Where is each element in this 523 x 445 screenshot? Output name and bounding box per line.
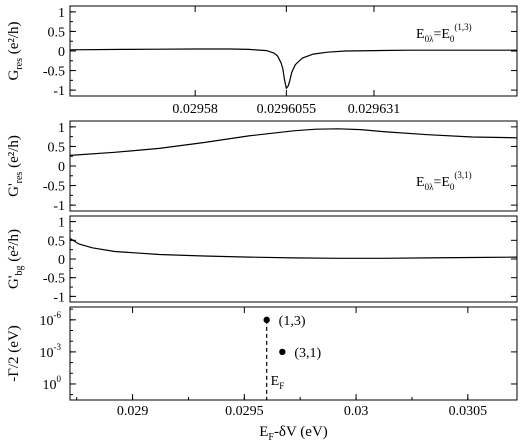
y-tick-label: 0.5 (48, 140, 66, 155)
y-tick-label: 0.5 (48, 25, 66, 40)
y-tick-label: -0.5 (43, 180, 65, 195)
data-point (263, 316, 270, 324)
x-axis-label: EF-δV (eV) (259, 424, 328, 443)
data-point-label: (1,3) (279, 314, 306, 329)
y-axis-label: -Γ/2 (eV) (6, 325, 22, 382)
fermi-level-label: EF (271, 374, 285, 391)
series-line (69, 128, 518, 156)
y-tick-label: 1 (58, 121, 65, 136)
plot-frame-3 (69, 306, 518, 401)
energy-annotation: E0λ=E0(3,1) (416, 170, 472, 192)
y-tick-label: -1 (53, 199, 65, 214)
data-point-label: (3,1) (294, 346, 321, 361)
y-axis-label: Gres (e²/h) (6, 21, 25, 80)
y-tick-label: 10-6 (40, 310, 62, 329)
y-tick-label: 100 (43, 374, 62, 393)
y-tick-label: 10-3 (40, 342, 62, 361)
y-tick-label: 0.5 (48, 234, 66, 249)
x-tick-label: 0.03 (344, 404, 369, 419)
y-tick-label: -0.5 (43, 272, 65, 287)
panel-resonance-width: 10-6 10-3 100 0.029 0.0295 0.03 0.0305 EF (1,3) (… (6, 306, 518, 443)
x-tick-label: 0.02958 (172, 102, 218, 117)
x-tick-label: 0.029 (117, 404, 149, 419)
y-tick-label: 1 (58, 216, 65, 231)
y-tick-label: -0.5 (43, 65, 65, 80)
plot-frame-2 (69, 215, 518, 303)
x-tick-label: 0.0305 (449, 404, 488, 419)
energy-annotation: E0λ=E0(1,3) (416, 22, 472, 44)
x-tick-label: 0.0295 (225, 404, 264, 419)
y-axis-label: G'bg (e²/h) (6, 229, 25, 289)
y-tick-label: -1 (53, 84, 65, 99)
panel-resonant-conductance-derivative: 1 0.5 0 -0.5 -1 G'res (e²/h) E0λ=E0(3,1) (6, 120, 518, 214)
y-tick-label: 0 (58, 253, 65, 268)
y-tick-label: -1 (53, 290, 65, 305)
y-tick-label: 0 (58, 45, 65, 60)
series-line (69, 237, 518, 259)
x-tick-label: 0.029631 (348, 102, 401, 117)
panel-background-conductance-derivative: 1 0.5 0 -0.5 -1 G'bg (e²/h) (6, 215, 518, 305)
y-axis-label: G'res (e²/h) (6, 135, 25, 197)
x-tick-label: 0.0296055 (257, 102, 317, 117)
plot-frame-0 (69, 5, 518, 97)
panel-resonant-conductance: 1 0.5 0 -0.5 -1 0.02958 0.0296055 0.029631 Gres … (6, 5, 518, 117)
series-line (69, 48, 517, 90)
y-tick-label: 1 (58, 6, 65, 21)
data-point (279, 348, 286, 356)
plot-frame-1 (69, 120, 518, 212)
y-tick-label: 0 (58, 160, 65, 175)
